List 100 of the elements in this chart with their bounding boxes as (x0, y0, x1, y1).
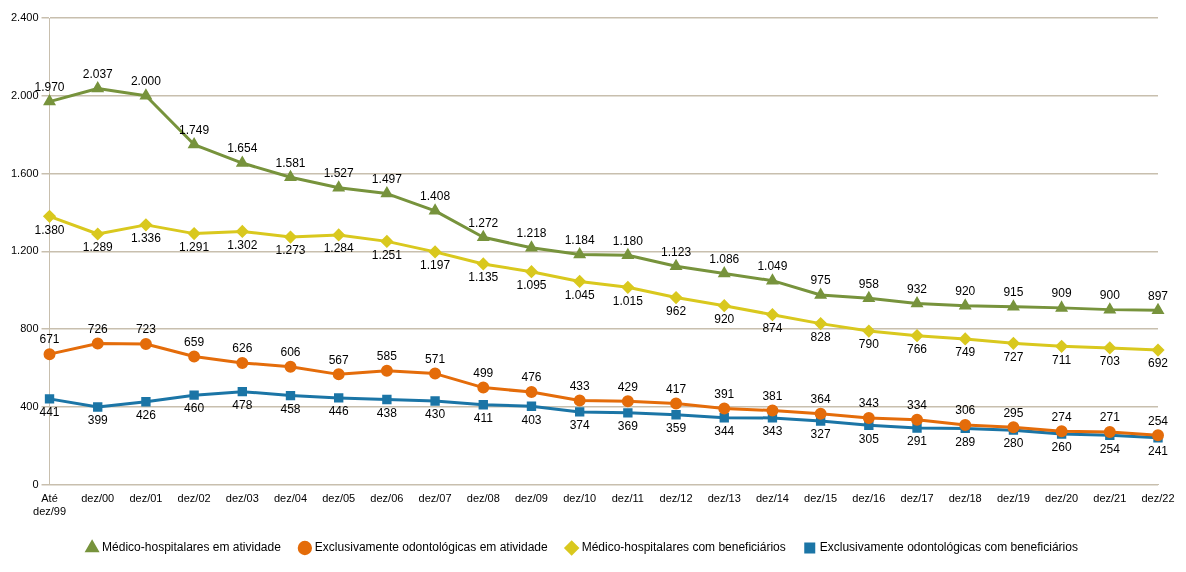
data-label: 1.049 (757, 258, 788, 273)
x-tick-label: dez/20 (1045, 492, 1079, 505)
legend-label: Exclusivamente odontológicas com beneficiários (819, 540, 1078, 555)
data-label: 1.527 (323, 166, 355, 181)
data-label: 429 (617, 379, 639, 394)
data-label: 909 (1051, 286, 1072, 301)
data-label: 499 (473, 365, 494, 380)
data-label: 1.408 (420, 189, 451, 204)
data-label: 2.037 (82, 66, 114, 81)
data-label: 306 (955, 403, 976, 418)
y-tick-label: 0 (32, 477, 39, 490)
x-tick-label: dez/10 (563, 492, 597, 505)
x-tick-label: dez/16 (852, 492, 886, 505)
data-label: 932 (907, 281, 928, 296)
data-label: 567 (328, 352, 350, 367)
data-label: 1.015 (612, 293, 644, 308)
x-tick-label: dez/14 (755, 492, 789, 505)
data-label: 446 (328, 404, 350, 419)
data-label: 1.086 (709, 251, 740, 266)
data-label: 417 (666, 381, 687, 396)
data-label: 920 (714, 312, 735, 327)
data-label: 271 (1099, 410, 1121, 425)
data-label: 1.497 (371, 171, 403, 186)
data-label: 606 (280, 345, 301, 360)
x-tick-label: dez/09 (514, 492, 548, 505)
data-label: 478 (232, 397, 253, 412)
data-label: 585 (376, 349, 398, 364)
data-label: 828 (810, 329, 831, 344)
data-label: 334 (907, 397, 928, 412)
data-label: 571 (425, 351, 446, 366)
data-label: 1.289 (82, 240, 114, 255)
data-label: 726 (87, 321, 109, 336)
data-label: 369 (617, 419, 639, 434)
x-tick-label: dez/17 (900, 492, 934, 505)
data-label: 975 (810, 273, 831, 288)
x-tick-label: dez/15 (804, 492, 838, 505)
x-tick-label: dez/19 (996, 492, 1030, 505)
data-label: 1.184 (564, 232, 596, 247)
data-label: 1.284 (323, 241, 355, 256)
data-label: 1.654 (227, 141, 258, 156)
data-label: 1.123 (661, 244, 692, 259)
data-label: 1.291 (179, 239, 210, 254)
data-label: 458 (280, 401, 301, 416)
data-label: 381 (762, 388, 783, 403)
data-label: 305 (858, 431, 880, 446)
data-label: 460 (184, 401, 205, 416)
data-label: 915 (1003, 285, 1024, 300)
x-tick-label: dez/05 (322, 492, 356, 505)
x-tick-label: Até dez/99 (33, 492, 67, 518)
data-label: 254 (1099, 441, 1121, 456)
data-label: 723 (135, 322, 157, 337)
x-tick-label: dez/01 (129, 492, 163, 505)
data-label: 900 (1099, 287, 1121, 302)
x-tick-label: dez/02 (177, 492, 211, 505)
data-label: 659 (184, 334, 205, 349)
data-label: 254 (1147, 413, 1169, 428)
x-tick-label: dez/18 (948, 492, 982, 505)
data-label: 749 (955, 345, 976, 360)
y-tick-label: 2.400 (11, 11, 39, 24)
data-label: 359 (666, 421, 687, 436)
data-label: 438 (376, 405, 398, 420)
data-label: 433 (569, 378, 590, 393)
data-label: 289 (955, 434, 976, 449)
data-label: 766 (907, 341, 928, 356)
x-tick-label: dez/04 (273, 492, 308, 505)
x-tick-label: dez/13 (707, 492, 741, 505)
data-label: 430 (425, 407, 446, 422)
data-label: 1.135 (468, 270, 499, 285)
data-label: 1.180 (612, 233, 644, 248)
data-label: 291 (907, 434, 928, 449)
data-label: 343 (762, 424, 783, 439)
data-label: 692 (1147, 356, 1169, 371)
legend-label: Exclusivamente odontológicas em atividade (314, 540, 548, 555)
data-label: 344 (714, 424, 735, 439)
data-label: 403 (521, 412, 542, 427)
data-label: 241 (1147, 444, 1169, 459)
data-label: 711 (1052, 352, 1072, 367)
data-label: 1.095 (516, 278, 547, 293)
x-tick-label: dez/21 (1093, 492, 1127, 505)
x-tick-label: dez/22 (1141, 492, 1175, 505)
y-tick-label: 400 (20, 399, 39, 412)
x-tick-label: dez/07 (418, 492, 452, 505)
data-label: 1.581 (275, 155, 306, 170)
data-label: 426 (135, 408, 157, 423)
data-label: 2.000 (130, 74, 162, 89)
data-label: 1.218 (516, 226, 547, 241)
data-label: 958 (858, 276, 880, 291)
x-tick-label: dez/03 (225, 492, 259, 505)
data-label: 671 (39, 332, 60, 347)
data-label: 790 (858, 337, 880, 352)
data-label: 260 (1051, 440, 1072, 455)
y-tick-label: 1.200 (11, 244, 39, 257)
data-label: 327 (810, 427, 831, 442)
data-label: 295 (1003, 405, 1024, 420)
data-label: 364 (810, 392, 831, 407)
legend-label: Médico-hospitalares com beneficiários (581, 540, 786, 555)
data-label: 1.336 (130, 231, 162, 246)
data-label: 1.749 (179, 122, 210, 137)
data-label: 1.380 (34, 222, 65, 237)
data-label: 874 (762, 320, 783, 335)
